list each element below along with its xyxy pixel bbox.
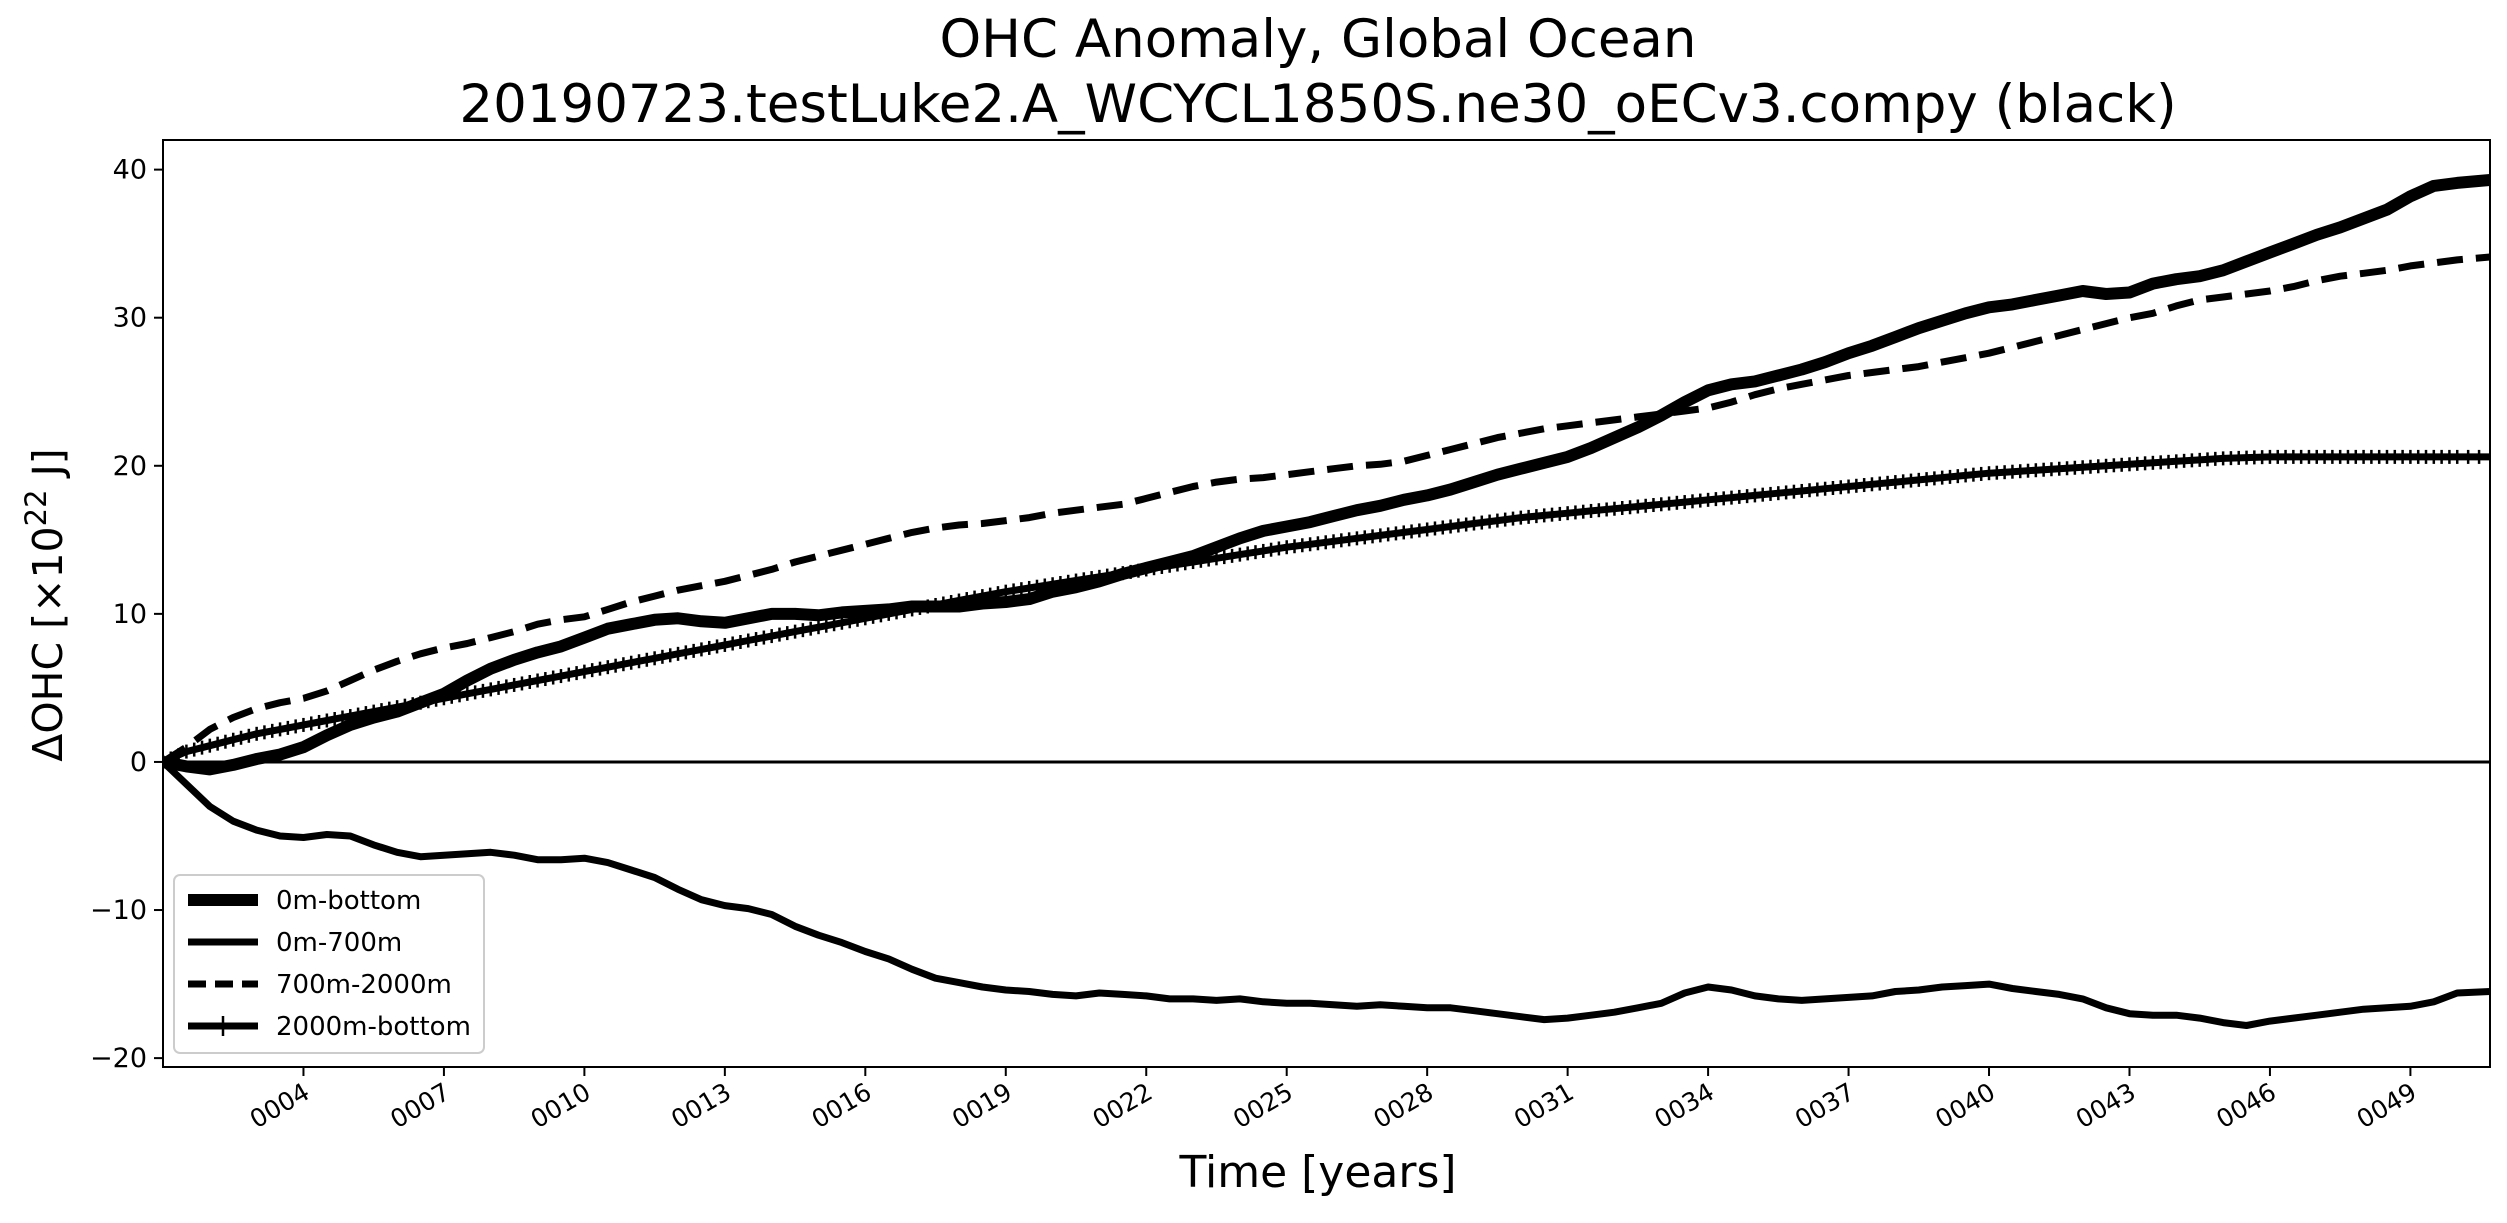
x-axis-label: Time [years] — [1178, 1147, 1456, 1198]
legend: 0m-bottom 0m-700m 700m-2000m 2000m-bottom — [173, 874, 485, 1054]
series-line-0m-700m — [163, 759, 2490, 1029]
series-line-700m-2000m — [163, 253, 2490, 765]
y-tick-label: 40 — [113, 155, 147, 186]
legend-label-2000m-bottom: 2000m-bottom — [276, 1012, 471, 1042]
chart-title-line2: 20190723.testLuke2.A_WCYCL1850S.ne30_oEC… — [459, 74, 2176, 135]
axes-frame — [162, 139, 2491, 1068]
y-axis-label-suffix: J] — [24, 448, 72, 489]
legend-frame — [173, 874, 485, 1054]
y-tick-label: 10 — [113, 599, 147, 630]
legend-label-0m-bottom: 0m-bottom — [276, 886, 421, 916]
y-axis-label-prefix: ΔOHC [×10 — [24, 526, 72, 761]
series-line-2000m-bottom — [163, 453, 2490, 766]
y-tick-label: −10 — [90, 895, 147, 926]
series-line-0m-bottom — [163, 174, 2490, 776]
series-markers-2000m-bottom — [163, 449, 2481, 769]
y-tick-label: 30 — [113, 303, 147, 334]
y-tick-label: 20 — [113, 451, 147, 482]
y-axis-label-exponent: 22 — [19, 489, 53, 526]
y-axis-label: ΔOHC [×1022 J] — [19, 448, 72, 761]
y-tick-label: 0 — [130, 747, 147, 778]
chart-title-line1: OHC Anomaly, Global Ocean — [939, 9, 1696, 70]
y-tick-label: −20 — [90, 1043, 147, 1074]
legend-label-0m-700m: 0m-700m — [276, 928, 402, 958]
legend-label-700m-2000m: 700m-2000m — [276, 970, 452, 1000]
series-group — [163, 174, 2490, 1029]
